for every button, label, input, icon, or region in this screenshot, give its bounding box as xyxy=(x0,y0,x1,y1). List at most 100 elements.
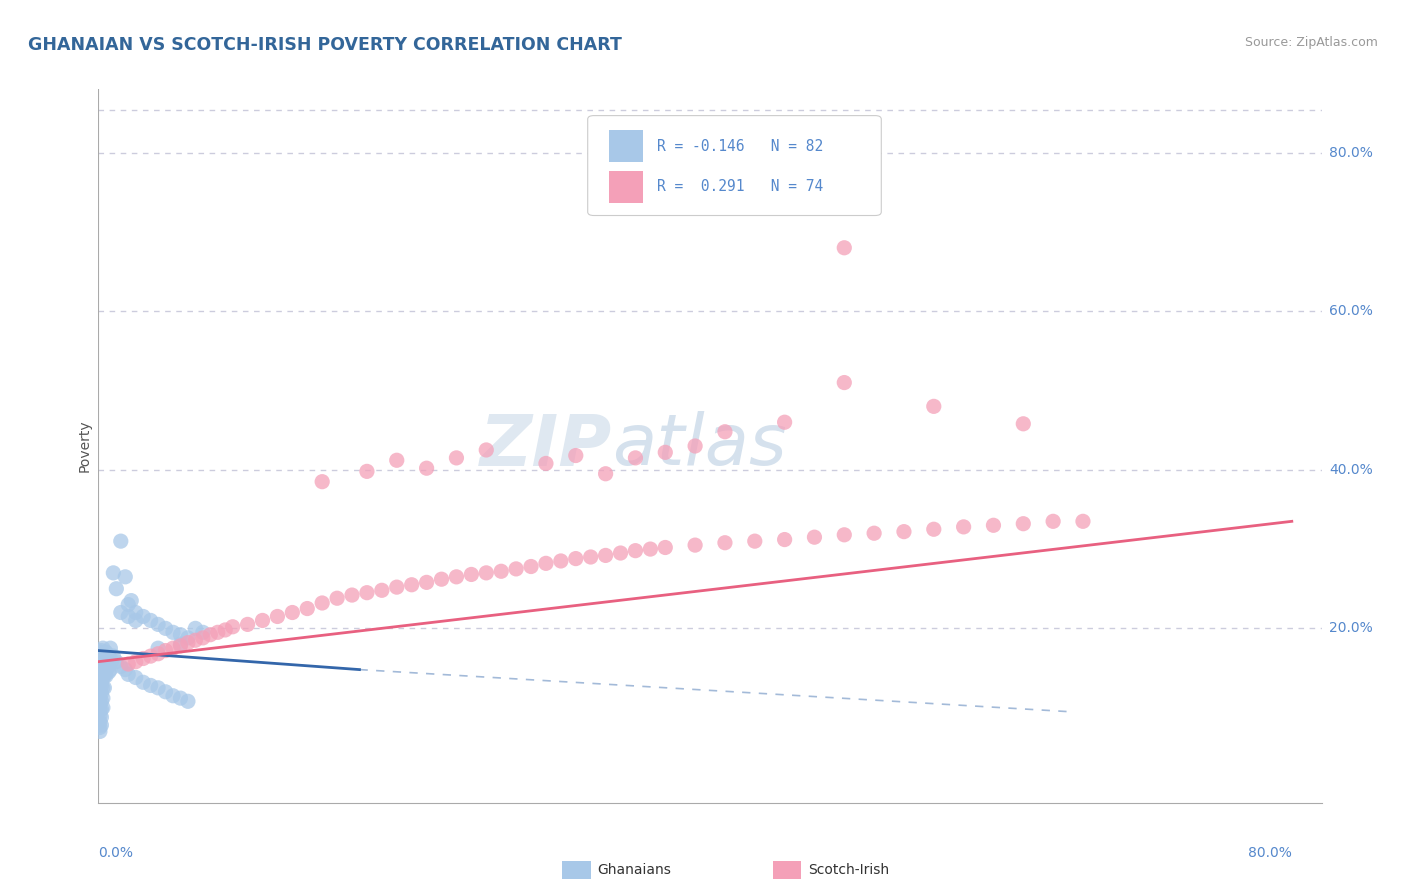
Point xyxy=(91,651,114,665)
Point xyxy=(893,524,915,539)
Point xyxy=(91,671,114,685)
Point xyxy=(609,546,631,560)
Point xyxy=(89,649,111,664)
Point xyxy=(146,647,169,661)
Point xyxy=(89,659,111,673)
Point xyxy=(90,702,112,716)
Point xyxy=(162,641,184,656)
Point xyxy=(93,669,115,683)
Point xyxy=(89,665,111,679)
Point xyxy=(1071,514,1094,528)
Point xyxy=(624,543,647,558)
Point xyxy=(155,643,177,657)
Text: Ghanaians: Ghanaians xyxy=(598,863,672,877)
Bar xyxy=(609,171,643,203)
Point xyxy=(132,651,155,665)
Point xyxy=(90,655,112,669)
Point xyxy=(385,453,408,467)
Point xyxy=(169,637,191,651)
Point xyxy=(125,606,148,620)
Point xyxy=(565,551,588,566)
Point xyxy=(579,549,602,564)
Point xyxy=(125,614,148,628)
Point xyxy=(139,649,162,664)
Point xyxy=(89,702,111,716)
Point xyxy=(952,520,974,534)
Point xyxy=(534,557,557,571)
Point xyxy=(162,625,184,640)
Point xyxy=(96,661,118,675)
Point xyxy=(89,677,111,691)
Point xyxy=(117,609,139,624)
Point xyxy=(415,461,437,475)
Point xyxy=(146,641,169,656)
Point xyxy=(110,534,132,549)
Text: R = -0.146   N = 82: R = -0.146 N = 82 xyxy=(658,139,824,153)
Point xyxy=(169,628,191,642)
Point xyxy=(139,678,162,692)
Point xyxy=(101,655,124,669)
Text: atlas: atlas xyxy=(612,411,787,481)
Point xyxy=(177,694,200,708)
Point xyxy=(475,566,498,580)
Point xyxy=(266,609,288,624)
Point xyxy=(89,714,111,729)
Point xyxy=(505,562,527,576)
Point xyxy=(534,457,557,471)
Point xyxy=(624,450,647,465)
Point xyxy=(89,708,111,723)
Point xyxy=(177,635,200,649)
Point xyxy=(922,522,945,536)
Point xyxy=(91,691,114,706)
Point xyxy=(520,559,543,574)
Point xyxy=(191,625,214,640)
Point xyxy=(96,649,118,664)
Point xyxy=(184,621,207,635)
Point xyxy=(773,415,796,429)
Point xyxy=(94,669,117,683)
Point xyxy=(385,580,408,594)
Point xyxy=(105,582,128,596)
Text: 40.0%: 40.0% xyxy=(1329,463,1372,477)
Point xyxy=(207,625,229,640)
Point xyxy=(683,439,706,453)
Point xyxy=(371,583,394,598)
Point xyxy=(117,667,139,681)
Point xyxy=(89,671,111,685)
Point xyxy=(654,541,676,555)
Point xyxy=(191,631,214,645)
Point xyxy=(94,645,117,659)
Point xyxy=(832,376,855,390)
Point xyxy=(110,659,132,673)
FancyBboxPatch shape xyxy=(588,116,882,216)
Point xyxy=(550,554,572,568)
Text: 0.0%: 0.0% xyxy=(98,847,134,861)
Point xyxy=(89,685,111,699)
Point xyxy=(162,689,184,703)
Point xyxy=(281,606,304,620)
Point xyxy=(340,588,363,602)
Point xyxy=(155,621,177,635)
Point xyxy=(640,542,662,557)
Point xyxy=(595,467,617,481)
Point xyxy=(125,655,148,669)
Point xyxy=(683,538,706,552)
Point xyxy=(89,653,111,667)
Point xyxy=(98,651,121,665)
Point xyxy=(1012,516,1035,531)
Text: R =  0.291   N = 74: R = 0.291 N = 74 xyxy=(658,179,824,194)
Point xyxy=(89,645,111,659)
Point xyxy=(90,663,112,677)
Point xyxy=(132,609,155,624)
Text: GHANAIAN VS SCOTCH-IRISH POVERTY CORRELATION CHART: GHANAIAN VS SCOTCH-IRISH POVERTY CORRELA… xyxy=(28,36,621,54)
Point xyxy=(90,686,112,700)
Point xyxy=(91,641,114,656)
Point xyxy=(93,681,115,695)
Point xyxy=(90,671,112,685)
Point xyxy=(863,526,886,541)
Text: 60.0%: 60.0% xyxy=(1329,304,1374,318)
Text: ZIP: ZIP xyxy=(479,411,612,481)
Text: Source: ZipAtlas.com: Source: ZipAtlas.com xyxy=(1244,36,1378,49)
Point xyxy=(89,657,111,671)
Point xyxy=(146,681,169,695)
